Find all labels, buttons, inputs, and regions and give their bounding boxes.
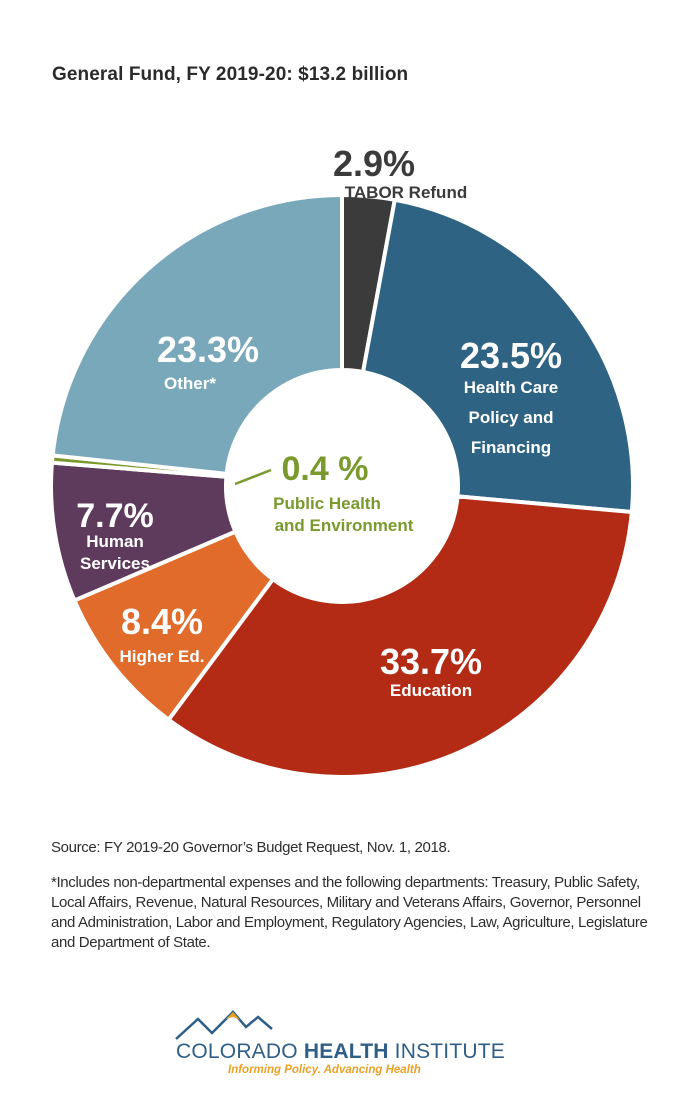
hcpf-name-line-3: Financing bbox=[471, 438, 551, 457]
hcpf-name-line-1: Health Care bbox=[464, 378, 558, 397]
higher-ed-pct-label: 8.4% bbox=[121, 601, 203, 642]
tabor-pct-label: 2.9% bbox=[333, 143, 415, 184]
logo-name: COLORADO HEALTH INSTITUTE bbox=[176, 1040, 505, 1064]
public-health-name-line-1: Public Health bbox=[273, 494, 381, 513]
logo-name-end: INSTITUTE bbox=[388, 1040, 505, 1063]
logo-graphic bbox=[175, 1010, 273, 1040]
human-services-name-line-2: Services bbox=[80, 554, 150, 573]
human-services-pct-label: 7.7% bbox=[76, 497, 154, 535]
slice-education bbox=[166, 494, 634, 779]
hcpf-name-line-2: Policy and bbox=[468, 408, 553, 427]
public-health-pct-label: 0.4 % bbox=[282, 450, 369, 488]
mountain-icon bbox=[175, 1010, 273, 1040]
hcpf-pct-label: 23.5% bbox=[460, 335, 562, 376]
source-note: Source: FY 2019-20 Governor’s Budget Req… bbox=[51, 839, 451, 856]
slice-health-care-policy-and-financing bbox=[361, 197, 635, 515]
education-pct-label: 33.7% bbox=[380, 641, 482, 682]
logo-name-bold: HEALTH bbox=[303, 1040, 389, 1063]
slice-other bbox=[50, 193, 344, 476]
logo-tagline: Informing Policy. Advancing Health bbox=[228, 1064, 421, 1076]
logo-name-regular: COLORADO bbox=[176, 1040, 304, 1063]
public-health-leader-line bbox=[234, 468, 272, 486]
footnote: *Includes non-departmental expenses and … bbox=[51, 874, 648, 951]
other-pct-label: 23.3% bbox=[157, 329, 259, 370]
human-services-name-line-1: Human bbox=[86, 532, 144, 551]
slices-group bbox=[49, 193, 635, 779]
tabor-name-label: TABOR Refund bbox=[345, 183, 467, 202]
donut-chart: 2.9% TABOR Refund 23.5% Health Care Poli… bbox=[49, 143, 635, 779]
mountain-peak-icon bbox=[226, 1012, 240, 1020]
other-name-label: Other* bbox=[164, 374, 216, 393]
chart-title: General Fund, FY 2019-20: $13.2 billion bbox=[52, 64, 409, 85]
higher-ed-name-label: Higher Ed. bbox=[119, 647, 204, 666]
public-health-name-line-2: and Environment bbox=[275, 516, 414, 535]
education-name-label: Education bbox=[390, 681, 472, 700]
